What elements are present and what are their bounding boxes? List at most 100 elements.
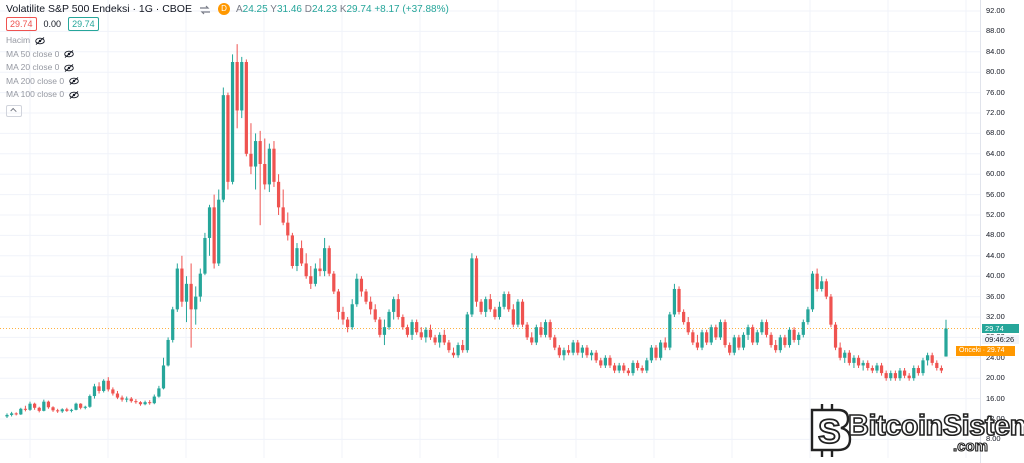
eye-hidden-icon[interactable]	[64, 50, 75, 59]
collapse-legend-button[interactable]	[6, 104, 22, 117]
candle	[778, 334, 782, 353]
candle	[364, 288, 368, 305]
price-tick-label: 48.00	[986, 230, 1005, 240]
indicator-ma100[interactable]: MA 100 close 0	[6, 88, 79, 102]
candle	[557, 345, 561, 358]
candle	[769, 332, 773, 348]
candle	[46, 400, 51, 409]
candle	[732, 334, 736, 356]
candle	[764, 319, 769, 338]
candle	[83, 405, 87, 410]
candle	[42, 399, 46, 412]
candle	[37, 406, 41, 413]
chart-area[interactable]	[0, 0, 980, 458]
candle	[682, 309, 686, 325]
symbol-title[interactable]: Volatilite S&P 500 Endeksi · 1G · CBOE	[6, 3, 192, 15]
candle	[718, 319, 723, 340]
candle	[654, 345, 658, 361]
candlestick-chart[interactable]	[0, 0, 980, 458]
candle	[14, 412, 18, 416]
candle	[700, 329, 704, 351]
candle	[309, 266, 313, 289]
candle	[921, 357, 925, 376]
candle	[184, 276, 189, 323]
candle	[760, 319, 764, 335]
indicator-volume[interactable]: Hacim	[6, 34, 79, 48]
candle	[461, 339, 465, 353]
candle	[74, 402, 78, 411]
candle	[152, 394, 156, 405]
candle	[723, 319, 727, 348]
candle	[143, 400, 147, 406]
candle	[350, 299, 354, 330]
candle	[401, 314, 405, 330]
indicator-ma50[interactable]: MA 50 close 0	[6, 48, 79, 62]
candle	[617, 362, 621, 374]
candle	[488, 294, 492, 312]
candle	[378, 317, 382, 338]
candle	[299, 240, 304, 266]
candle	[194, 286, 198, 325]
candle	[585, 345, 589, 358]
price-tick-label: 8.00	[986, 434, 1001, 444]
candle	[424, 327, 428, 343]
candle	[861, 360, 865, 371]
candle	[893, 370, 897, 381]
candle	[553, 334, 557, 351]
price-axis[interactable]: 92.00 88.00 84.00 80.00 76.00 72.00 68.00 64.00…	[980, 0, 1024, 463]
candle	[290, 232, 294, 269]
candle	[226, 92, 230, 190]
candle	[405, 324, 410, 338]
candle	[415, 319, 419, 335]
candle	[502, 291, 506, 310]
indicator-ma20[interactable]: MA 20 close 0	[6, 61, 79, 75]
candle	[69, 408, 74, 413]
indicator-ma200[interactable]: MA 200 close 0	[6, 75, 79, 89]
candle	[709, 324, 713, 346]
candle	[548, 319, 552, 340]
candle	[313, 263, 318, 287]
price-tick-label: 68.00	[986, 128, 1005, 138]
candle	[79, 403, 83, 410]
candle	[534, 324, 538, 346]
change-value: +8.17 (+37.88%)	[374, 3, 449, 15]
candle	[829, 294, 833, 328]
trade-badges: 29.74 0.00 29.74	[6, 17, 99, 31]
candle	[157, 385, 161, 398]
candle	[520, 299, 525, 328]
candle	[102, 379, 106, 393]
eye-hidden-icon[interactable]	[69, 77, 79, 86]
candle	[930, 352, 934, 366]
candle	[456, 342, 460, 358]
candle	[276, 174, 281, 215]
candle	[691, 329, 695, 346]
candle	[138, 401, 143, 406]
candle	[230, 54, 235, 185]
candle	[341, 306, 345, 325]
candle	[728, 342, 732, 356]
candle	[253, 133, 258, 190]
candle	[516, 299, 520, 328]
ohlc-values: A24.25 Y31.46 D24.23 K29.74 +8.17 (+37.8…	[235, 3, 449, 15]
buy-price-button[interactable]: 29.74	[68, 17, 99, 31]
eye-hidden-icon[interactable]	[69, 90, 79, 99]
candle	[106, 377, 110, 392]
candle	[65, 407, 69, 412]
candle	[28, 401, 32, 411]
candle	[369, 296, 373, 315]
candle	[916, 365, 920, 376]
candle	[92, 383, 97, 399]
candle	[626, 368, 631, 376]
candle	[875, 362, 879, 374]
candle	[56, 408, 60, 413]
sell-price-button[interactable]: 29.74	[6, 17, 37, 31]
eye-hidden-icon[interactable]	[64, 63, 75, 72]
eye-hidden-icon[interactable]	[35, 36, 45, 45]
candle	[695, 334, 700, 351]
candle	[428, 324, 433, 340]
compare-arrows-icon[interactable]	[198, 4, 212, 16]
price-tick-label: 36.00	[986, 291, 1005, 301]
candle	[787, 327, 792, 348]
candle	[336, 288, 341, 320]
candle	[902, 368, 907, 379]
